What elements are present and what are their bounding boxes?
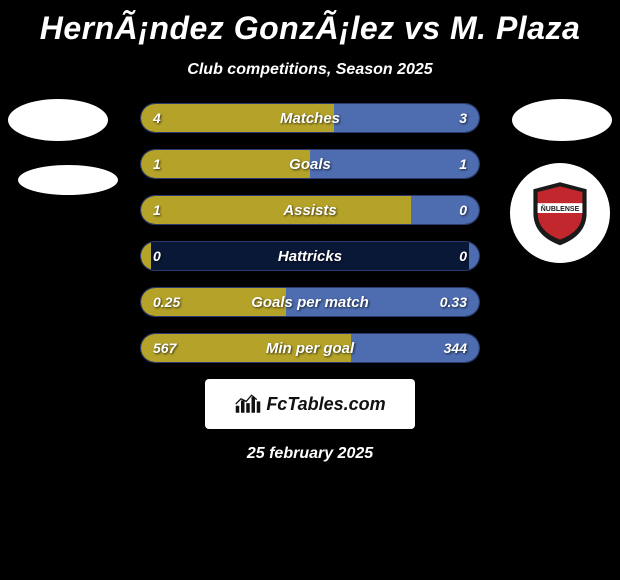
stat-row: 00Hattricks bbox=[140, 241, 480, 271]
page-title: HernÃ¡ndez GonzÃ¡lez vs M. Plaza bbox=[0, 0, 620, 47]
stat-label: Goals bbox=[141, 150, 479, 178]
shield-icon: ÑUBLENSE bbox=[525, 178, 595, 248]
stat-row: 43Matches bbox=[140, 103, 480, 133]
chart-bars-icon bbox=[234, 393, 262, 415]
player-right-club-crest: ÑUBLENSE bbox=[510, 163, 610, 263]
stat-label: Goals per match bbox=[141, 288, 479, 316]
comparison-chart: ÑUBLENSE 43Matches 11Goals 10Assists 00Hatt… bbox=[0, 103, 620, 363]
player-left-avatar bbox=[8, 99, 108, 141]
stat-row: 10Assists bbox=[140, 195, 480, 225]
date-label: 25 february 2025 bbox=[0, 445, 620, 463]
stat-label: Min per goal bbox=[141, 334, 479, 362]
stat-bars: 43Matches 11Goals 10Assists 00Hattricks 0.25… bbox=[140, 103, 480, 363]
stat-label: Assists bbox=[141, 196, 479, 224]
watermark: FcTables.com bbox=[205, 379, 415, 429]
player-left-flag bbox=[18, 165, 118, 195]
svg-text:ÑUBLENSE: ÑUBLENSE bbox=[541, 204, 580, 213]
stat-row: 567344Min per goal bbox=[140, 333, 480, 363]
stat-row: 0.250.33Goals per match bbox=[140, 287, 480, 317]
stat-label: Hattricks bbox=[141, 242, 479, 270]
watermark-text: FcTables.com bbox=[266, 394, 385, 415]
player-right-avatar bbox=[512, 99, 612, 141]
stat-label: Matches bbox=[141, 104, 479, 132]
subtitle: Club competitions, Season 2025 bbox=[0, 61, 620, 79]
stat-row: 11Goals bbox=[140, 149, 480, 179]
